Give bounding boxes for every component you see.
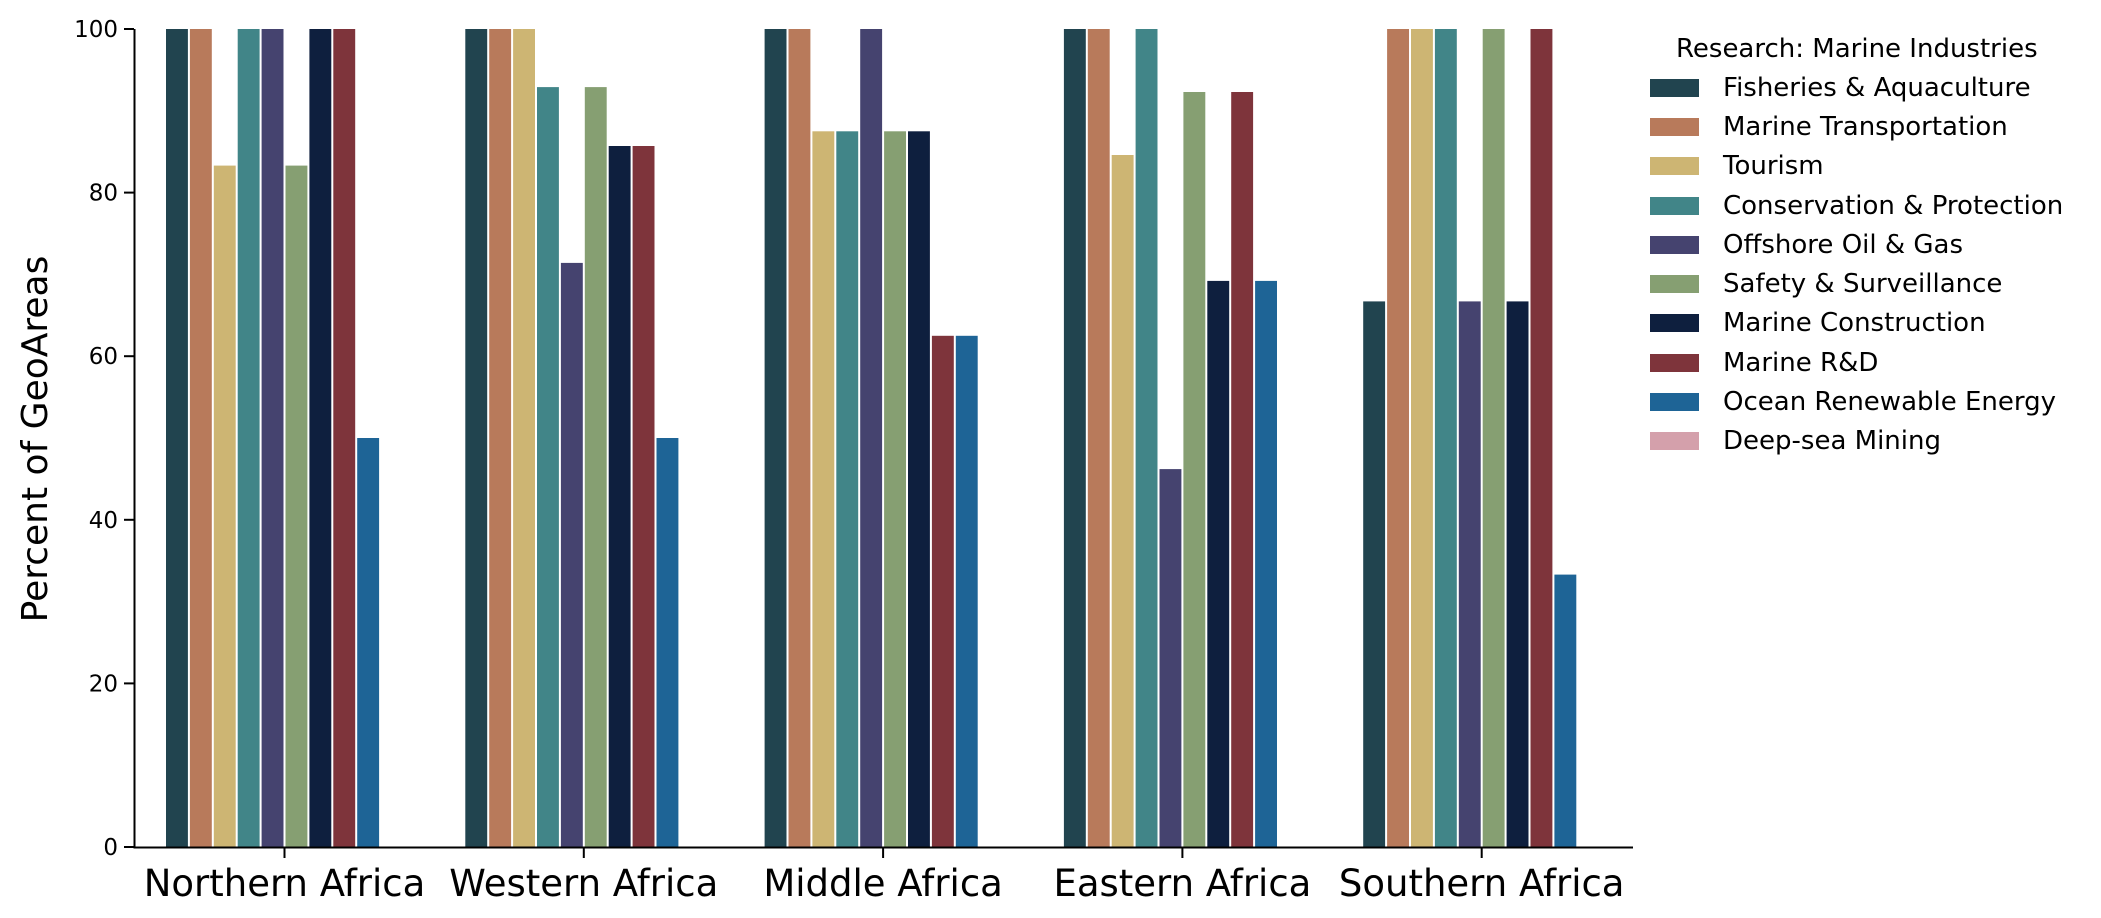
legend-swatch	[1650, 314, 1699, 333]
bar-northern-africa-safety-surveillance	[285, 165, 308, 848]
legend-item-deep-sea-mining: Deep-sea Mining	[1650, 422, 2063, 461]
bar-western-africa-ocean-renewable-energy	[656, 438, 679, 847]
x-tick-label-southern-africa: Southern Africa	[1339, 862, 1625, 905]
legend-swatch	[1650, 78, 1699, 97]
bar-southern-africa-ocean-renewable-energy	[1554, 574, 1577, 847]
bar-middle-africa-conservation-protection	[836, 131, 859, 848]
bar-middle-africa-tourism	[812, 131, 835, 848]
legend: Research: Marine Industries Fisheries & …	[1650, 34, 2063, 461]
legend-label: Offshore Oil & Gas	[1723, 229, 1964, 260]
x-tick-label-western-africa: Western Africa	[449, 862, 718, 905]
bar-middle-africa-marine-transportation	[788, 29, 811, 847]
legend-item-marine-construction: Marine Construction	[1650, 304, 2063, 343]
y-tick-label: 0	[103, 835, 118, 861]
bar-middle-africa-marine-construction	[908, 131, 930, 848]
legend-item-marine-transportation: Marine Transportation	[1650, 107, 2063, 146]
legend-label: Marine Transportation	[1723, 111, 2008, 142]
legend-item-marine-r-d: Marine R&D	[1650, 343, 2063, 382]
y-axis-ticks: 0 20 40 60 80 100	[74, 17, 134, 861]
bar-southern-africa-safety-surveillance	[1482, 29, 1505, 847]
bar-eastern-africa-offshore-oil-gas	[1159, 469, 1182, 847]
legend-item-safety-surveillance: Safety & Surveillance	[1650, 264, 2063, 303]
legend-item-offshore-oil-gas: Offshore Oil & Gas	[1650, 225, 2063, 264]
legend-title: Research: Marine Industries	[1676, 34, 2038, 64]
bar-western-africa-marine-r-d	[632, 146, 655, 847]
bar-middle-africa-fisheries-aquaculture	[764, 29, 787, 847]
bar-western-africa-offshore-oil-gas	[560, 262, 583, 847]
bar-southern-africa-conservation-protection	[1434, 29, 1457, 847]
legend-label: Fisheries & Aquaculture	[1723, 72, 2031, 103]
legend-swatch	[1650, 275, 1699, 294]
bar-northern-africa-ocean-renewable-energy	[357, 438, 380, 847]
y-tick-label: 20	[89, 671, 118, 697]
bar-northern-africa-fisheries-aquaculture	[166, 29, 188, 847]
bars-group	[166, 29, 1577, 848]
bar-southern-africa-marine-transportation	[1387, 29, 1409, 847]
x-axis-ticks: Northern Africa Western Africa Middle Afri…	[144, 848, 1625, 905]
bar-eastern-africa-ocean-renewable-energy	[1255, 280, 1277, 847]
bar-eastern-africa-marine-r-d	[1231, 92, 1254, 847]
bar-southern-africa-marine-construction	[1506, 301, 1529, 847]
bar-southern-africa-marine-r-d	[1530, 29, 1553, 847]
legend-item-ocean-renewable-energy: Ocean Renewable Energy	[1650, 382, 2063, 421]
bar-western-africa-conservation-protection	[537, 87, 559, 848]
bar-western-africa-safety-surveillance	[584, 87, 607, 848]
x-tick-label-middle-africa: Middle Africa	[763, 862, 1003, 905]
legend-label: Tourism	[1723, 151, 1824, 182]
legend-swatch	[1650, 235, 1699, 254]
bar-northern-africa-offshore-oil-gas	[261, 29, 284, 847]
bar-western-africa-marine-transportation	[489, 29, 512, 847]
legend-swatch	[1650, 432, 1699, 451]
legend-label: Conservation & Protection	[1723, 190, 2064, 221]
legend-swatch	[1650, 353, 1699, 372]
bar-western-africa-fisheries-aquaculture	[465, 29, 488, 847]
legend-swatch	[1650, 196, 1699, 215]
legend-item-fisheries-aquaculture: Fisheries & Aquaculture	[1650, 68, 2063, 107]
bar-western-africa-marine-construction	[608, 146, 631, 847]
y-tick-label: 100	[74, 17, 118, 43]
bar-middle-africa-ocean-renewable-energy	[955, 335, 978, 848]
bar-southern-africa-fisheries-aquaculture	[1363, 301, 1386, 847]
y-tick-label: 40	[89, 508, 118, 534]
legend-swatch	[1650, 117, 1699, 136]
y-tick-label: 60	[89, 344, 118, 370]
bar-northern-africa-conservation-protection	[237, 29, 260, 847]
legend-label: Deep-sea Mining	[1723, 426, 1941, 457]
bar-eastern-africa-marine-construction	[1207, 280, 1230, 847]
legend-items: Fisheries & Aquaculture Marine Transporta…	[1650, 68, 2063, 461]
y-axis-title: Percent of GeoAreas	[15, 256, 56, 623]
bar-middle-africa-marine-r-d	[931, 335, 954, 848]
legend-item-conservation-protection: Conservation & Protection	[1650, 186, 2063, 225]
bar-eastern-africa-tourism	[1111, 155, 1134, 847]
bar-northern-africa-tourism	[213, 165, 236, 848]
bar-northern-africa-marine-construction	[309, 29, 332, 847]
legend-swatch	[1650, 157, 1699, 176]
bar-southern-africa-tourism	[1411, 29, 1433, 847]
bar-middle-africa-safety-surveillance	[884, 131, 906, 848]
x-tick-label-northern-africa: Northern Africa	[144, 862, 426, 905]
bar-eastern-africa-conservation-protection	[1135, 29, 1158, 847]
legend-label: Ocean Renewable Energy	[1723, 387, 2057, 418]
x-tick-label-eastern-africa: Eastern Africa	[1053, 862, 1311, 905]
bar-northern-africa-marine-transportation	[189, 29, 212, 847]
bar-eastern-africa-marine-transportation	[1087, 29, 1110, 847]
y-tick-label: 80	[89, 181, 118, 207]
bar-southern-africa-offshore-oil-gas	[1458, 301, 1481, 847]
bar-eastern-africa-fisheries-aquaculture	[1063, 29, 1086, 847]
bar-western-africa-tourism	[513, 29, 535, 847]
legend-item-tourism: Tourism	[1650, 147, 2063, 186]
legend-label: Marine R&D	[1723, 347, 1879, 378]
legend-label: Safety & Surveillance	[1723, 269, 2003, 300]
bar-middle-africa-offshore-oil-gas	[860, 29, 883, 847]
legend-label: Marine Construction	[1723, 308, 1986, 339]
bar-eastern-africa-safety-surveillance	[1183, 92, 1206, 847]
legend-swatch	[1650, 393, 1699, 412]
bar-northern-africa-marine-r-d	[333, 29, 356, 847]
